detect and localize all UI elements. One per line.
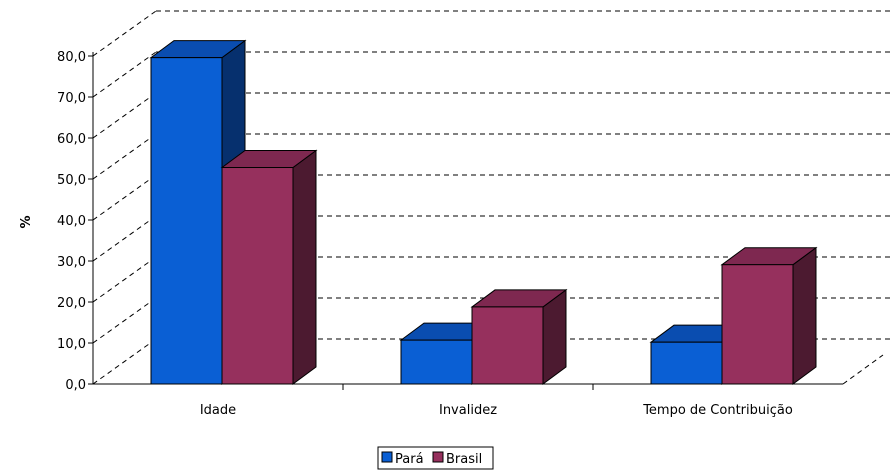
legend-label: Pará [395,452,424,467]
bar-front [721,264,794,385]
y-tick-label: 30,0 [57,255,86,270]
gridline [92,174,892,221]
bar [470,288,568,385]
y-tick-label: 10,0 [57,337,86,352]
bar-side [792,246,817,385]
floor-right-edge [842,354,884,385]
legend-label: Brasil [446,452,482,467]
bar-front [150,57,223,385]
legend: Pará Brasil [377,446,494,470]
gridline [92,338,157,385]
y-tick-label: 70,0 [57,91,86,106]
x-tick-label: Idade [200,403,236,418]
bar-front [471,306,544,385]
y-tick-label: 60,0 [57,132,86,147]
y-tick-label: 50,0 [57,173,86,188]
y-tick-label: 80,0 [57,50,86,65]
legend-item: Pará [381,451,424,467]
x-tick-label: Tempo de Contribuição [642,403,793,418]
y-tick-label: 40,0 [57,214,86,229]
bars-layer [149,39,818,385]
legend-item: Brasil [432,451,482,467]
labels-layer: 0,0 10,0 20,0 30,0 40,0 50,0 60,0 70,0 80,0 Idade… [57,50,793,418]
gridline [92,92,892,139]
bar-front [650,341,723,385]
bar-front [400,339,473,385]
legend-swatch [381,451,393,463]
gridline [92,215,892,262]
y-axis-label: % [19,215,34,228]
bar-side [292,149,317,385]
gridline [92,51,892,98]
y-tick-label: 0,0 [65,378,86,393]
bar [220,149,318,385]
legend-swatch [432,451,444,463]
x-tick-label: Invalidez [439,403,497,418]
bar-front [221,167,294,385]
gridline [92,10,892,57]
y-tick-label: 20,0 [57,296,86,311]
bar [720,246,818,385]
gridline [92,133,892,180]
